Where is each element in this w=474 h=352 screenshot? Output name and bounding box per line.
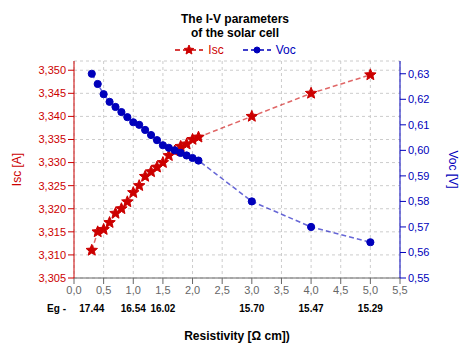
svg-text:15.29: 15.29 — [358, 303, 383, 314]
svg-text:Voc [V]: Voc [V] — [446, 150, 460, 188]
svg-text:0,56: 0,56 — [408, 246, 429, 258]
svg-text:0,0: 0,0 — [66, 284, 81, 296]
svg-text:0,60: 0,60 — [408, 144, 429, 156]
svg-text:16.02: 16.02 — [150, 303, 175, 314]
svg-text:3,0: 3,0 — [244, 284, 259, 296]
html-text:Isc: Isc — [208, 43, 224, 57]
html-text:The I-V parameters: The I-V parameters — [181, 12, 289, 26]
svg-text:1,0: 1,0 — [126, 284, 141, 296]
svg-text:3,350: 3,350 — [38, 64, 66, 76]
svg-text:2,0: 2,0 — [185, 284, 200, 296]
svg-text:1,5: 1,5 — [155, 284, 170, 296]
svg-text:0,5: 0,5 — [96, 284, 111, 296]
svg-text:5,5: 5,5 — [392, 284, 407, 296]
svg-text:3,320: 3,320 — [38, 203, 66, 215]
svg-text:16.54: 16.54 — [121, 303, 146, 314]
svg-text:4,0: 4,0 — [303, 284, 318, 296]
svg-text:Resistivity [Ω cm]): Resistivity [Ω cm]) — [184, 329, 290, 343]
svg-text:0,63: 0,63 — [408, 68, 429, 80]
html-text:Voc: Voc — [275, 43, 296, 57]
svg-text:3,315: 3,315 — [38, 226, 66, 238]
svg-text:0,59: 0,59 — [408, 170, 429, 182]
svg-text:3,335: 3,335 — [38, 133, 66, 145]
svg-text:15.47: 15.47 — [299, 303, 324, 314]
svg-text:0,62: 0,62 — [408, 93, 429, 105]
svg-text:0,55: 0,55 — [408, 272, 429, 284]
svg-text:3,310: 3,310 — [38, 249, 66, 261]
svg-text:0,58: 0,58 — [408, 195, 429, 207]
svg-text:17.44: 17.44 — [79, 303, 104, 314]
html-text:of the solar cell: of the solar cell — [191, 26, 279, 40]
svg-text:3,325: 3,325 — [38, 180, 66, 192]
svg-text:15.70: 15.70 — [239, 303, 264, 314]
svg-text:0,57: 0,57 — [408, 221, 429, 233]
svg-text:Eg -: Eg - — [47, 303, 66, 314]
svg-text:2,5: 2,5 — [215, 284, 230, 296]
svg-text:0,61: 0,61 — [408, 119, 429, 131]
svg-text:3,330: 3,330 — [38, 156, 66, 168]
svg-text:5,0: 5,0 — [363, 284, 378, 296]
svg-text:4,5: 4,5 — [333, 284, 348, 296]
svg-text:Isc [A]: Isc [A] — [10, 153, 24, 186]
svg-text:3,5: 3,5 — [274, 284, 289, 296]
svg-text:3,345: 3,345 — [38, 87, 66, 99]
svg-text:3,305: 3,305 — [38, 272, 66, 284]
svg-text:3,340: 3,340 — [38, 110, 66, 122]
